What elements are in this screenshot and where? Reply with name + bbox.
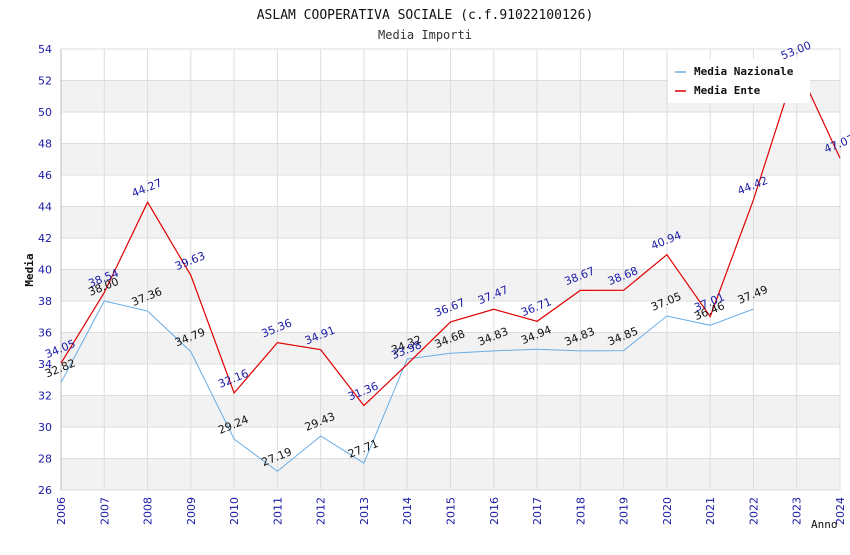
x-tick-label: 2023 bbox=[791, 497, 804, 525]
y-tick-label: 54 bbox=[38, 43, 52, 56]
data-label-nazionale: 27.71 bbox=[346, 437, 380, 461]
x-tick-label: 2013 bbox=[358, 497, 371, 525]
y-tick-label: 32 bbox=[38, 390, 52, 403]
x-tick-label: 2022 bbox=[747, 497, 760, 525]
y-tick-label: 50 bbox=[38, 106, 52, 119]
y-tick-label: 36 bbox=[38, 327, 52, 340]
x-axis-ticks: 2006 2007 2008 2009 2010 2011 2012 2013 2014 2015… bbox=[55, 497, 847, 525]
y-tick-label: 44 bbox=[38, 201, 52, 214]
legend-box bbox=[668, 59, 810, 103]
data-label-ente: 32.16 bbox=[216, 367, 250, 391]
y-tick-label: 42 bbox=[38, 232, 52, 245]
x-tick-label: 2009 bbox=[185, 497, 198, 525]
x-tick-label: 2010 bbox=[228, 497, 241, 525]
y-tick-label: 38 bbox=[38, 295, 52, 308]
y-axis-label: Media bbox=[23, 253, 36, 286]
x-tick-label: 2014 bbox=[401, 497, 414, 525]
x-tick-label: 2021 bbox=[704, 497, 717, 525]
y-tick-label: 40 bbox=[38, 264, 52, 277]
series-line-ente bbox=[60, 63, 841, 407]
data-label-ente: 53.00 bbox=[779, 39, 813, 63]
x-tick-label: 2006 bbox=[55, 497, 68, 525]
gridlines bbox=[60, 48, 841, 491]
x-tick-label: 2012 bbox=[315, 497, 328, 525]
y-tick-label: 34 bbox=[38, 358, 52, 371]
legend-label-ente: Media Ente bbox=[694, 84, 761, 97]
y-tick-label: 26 bbox=[38, 484, 52, 497]
x-tick-label: 2017 bbox=[531, 497, 544, 525]
series-line-nazionale bbox=[60, 300, 754, 472]
x-axis-label: Anno bbox=[811, 518, 838, 531]
x-tick-label: 2018 bbox=[574, 497, 587, 525]
x-tick-label: 2007 bbox=[98, 497, 111, 525]
chart-subtitle: Media Importi bbox=[378, 28, 472, 42]
legend-label-nazionale: Media Nazionale bbox=[694, 65, 794, 78]
y-tick-label: 48 bbox=[38, 138, 52, 151]
x-tick-label: 2015 bbox=[445, 497, 458, 525]
data-label-ente: 44.27 bbox=[130, 176, 164, 200]
legend: Media Nazionale Media Ente bbox=[668, 59, 810, 103]
chart-title: ASLAM COOPERATIVA SOCIALE (c.f.910221001… bbox=[257, 8, 594, 23]
y-tick-label: 30 bbox=[38, 421, 52, 434]
series-lines bbox=[60, 63, 841, 472]
y-tick-label: 52 bbox=[38, 75, 52, 88]
x-tick-label: 2024 bbox=[834, 497, 847, 525]
x-tick-label: 2011 bbox=[271, 497, 284, 525]
x-tick-label: 2020 bbox=[661, 497, 674, 525]
y-tick-label: 28 bbox=[38, 453, 52, 466]
data-label-ente: 44.42 bbox=[736, 174, 770, 198]
y-tick-label: 46 bbox=[38, 169, 52, 182]
x-tick-label: 2019 bbox=[618, 497, 631, 525]
x-tick-label: 2008 bbox=[142, 497, 155, 525]
x-tick-label: 2016 bbox=[488, 497, 501, 525]
y-axis-ticks: 26 28 30 32 34 36 38 40 42 44 46 48 50 52 54 bbox=[38, 43, 52, 497]
